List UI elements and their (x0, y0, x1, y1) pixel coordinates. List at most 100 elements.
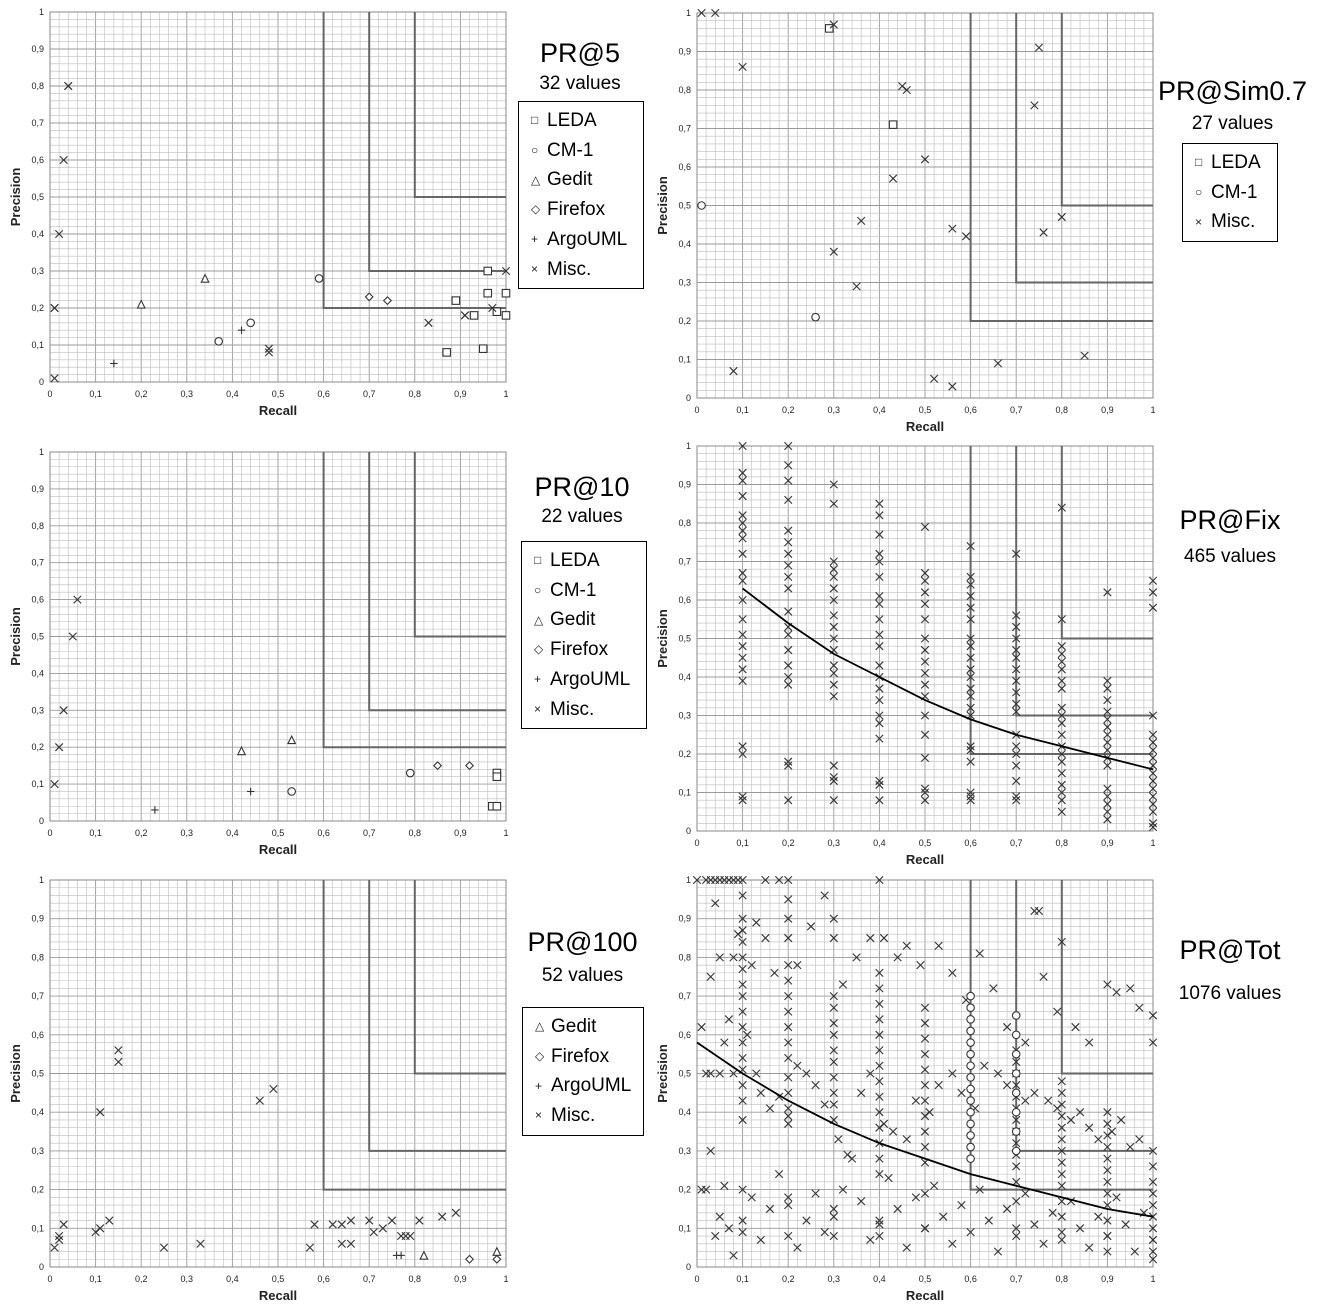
y-tick-label: 0,9 (678, 914, 691, 924)
trendline (696, 1041, 1154, 1218)
point-marker (1148, 1235, 1158, 1245)
point-marker (1103, 1166, 1112, 1175)
plus-marker-icon: + (531, 232, 539, 247)
series-leda (442, 266, 511, 357)
point-marker (875, 1030, 884, 1039)
point-marker (1057, 1123, 1066, 1132)
legend-label: Gedit (547, 169, 593, 191)
diamond-marker-icon: ◇ (534, 642, 544, 657)
point-marker (1103, 784, 1112, 793)
series-misc (50, 81, 511, 383)
point-marker (724, 1224, 734, 1233)
point-marker (879, 933, 889, 943)
point-marker (829, 772, 838, 782)
point-marker (875, 875, 884, 885)
point-marker (902, 1243, 911, 1252)
x-tick-label: 0,4 (226, 828, 239, 838)
x-tick-label: 0,1 (736, 838, 749, 848)
chart-title: PR@10 (534, 472, 630, 502)
point-marker (50, 374, 59, 383)
series-firefox (364, 292, 392, 306)
point-marker (729, 1069, 738, 1078)
point-marker (811, 1189, 820, 1198)
point-marker (1012, 665, 1021, 674)
y-tick-label: 0 (686, 1262, 691, 1272)
point-marker (1012, 699, 1021, 709)
point-marker (966, 615, 975, 624)
point-marker (920, 1224, 930, 1233)
y-tick-label: 0,4 (31, 229, 44, 239)
point-marker (829, 1100, 838, 1109)
circle-marker-icon: ○ (534, 582, 542, 597)
point-marker (1012, 1080, 1021, 1090)
point-marker (73, 595, 82, 604)
chart-legend: □ LEDA ○ CM-1 △ Gedit ◇ Firefox + ArgoUML × Misc. (518, 101, 644, 290)
point-marker (993, 1247, 1003, 1256)
point-marker (857, 1088, 866, 1097)
point-marker (1103, 730, 1112, 739)
point-marker (875, 1046, 884, 1055)
point-marker (697, 8, 706, 18)
threshold-region (413, 452, 506, 638)
point-marker (920, 1127, 930, 1136)
point-marker (784, 1007, 793, 1016)
y-tick-label: 0,8 (31, 521, 44, 531)
point-marker (1012, 707, 1021, 716)
point-marker (114, 1046, 123, 1055)
point-marker (1030, 1088, 1039, 1097)
y-tick-label: 0,9 (678, 480, 691, 490)
point-marker (934, 941, 943, 950)
point-marker (829, 634, 838, 643)
chart-subtitle: 52 values (541, 965, 624, 986)
y-tick-label: 0,1 (31, 340, 44, 350)
point-marker (1057, 665, 1066, 674)
point-marker (829, 680, 838, 689)
y-tick-label: 0,6 (31, 155, 44, 165)
point-marker (1080, 351, 1089, 360)
point-marker (483, 266, 493, 276)
point-marker (824, 24, 834, 33)
point-marker (1103, 1189, 1112, 1198)
point-marker (820, 1100, 829, 1109)
series-leda (488, 768, 502, 811)
x-tick-label: 0,6 (964, 838, 977, 848)
point-marker (1057, 657, 1066, 666)
point-marker (1011, 1088, 1021, 1098)
point-marker (966, 796, 975, 805)
point-marker (1057, 749, 1066, 759)
point-marker (1103, 1142, 1112, 1152)
point-marker (875, 1015, 884, 1024)
point-marker (1002, 1080, 1012, 1090)
point-marker (1057, 615, 1066, 624)
point-marker (1012, 1115, 1021, 1125)
point-marker (738, 1185, 747, 1194)
point-marker (419, 1250, 429, 1260)
y-tick-label: 0,3 (678, 1146, 691, 1156)
y-axis-label: Precision (8, 607, 23, 666)
point-marker (738, 518, 747, 528)
point-marker (829, 1057, 838, 1067)
point-marker (929, 374, 939, 383)
x-tick-label: 1 (1150, 838, 1155, 848)
point-marker (784, 495, 793, 505)
legend-item: ○ CM-1 (1195, 178, 1267, 208)
point-marker (1148, 1146, 1158, 1156)
point-marker (829, 622, 838, 632)
point-marker (738, 1038, 747, 1047)
plus-marker-icon: + (534, 672, 542, 687)
threshold-region (322, 452, 506, 749)
point-marker (738, 964, 747, 974)
point-marker (829, 1073, 838, 1082)
x-axis-label: Recall (906, 1288, 944, 1303)
point-marker (729, 366, 738, 376)
triangle-marker-icon: △ (534, 612, 544, 627)
point-marker (774, 875, 784, 885)
legend-item: □ LEDA (1195, 148, 1267, 178)
point-marker (920, 1034, 930, 1043)
y-tick-label: 1 (686, 8, 691, 18)
point-marker (966, 1228, 975, 1237)
point-marker (784, 914, 793, 923)
point-marker (784, 1104, 793, 1113)
series-cm-1 (287, 768, 415, 796)
